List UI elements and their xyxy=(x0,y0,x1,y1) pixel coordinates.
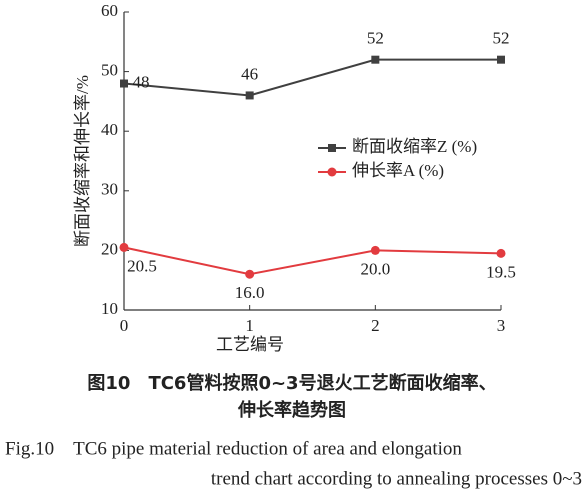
x-tick-label: 0 xyxy=(120,316,129,335)
data-label: 20.5 xyxy=(127,256,157,275)
marker xyxy=(119,242,129,252)
y-tick-label: 10 xyxy=(101,299,118,318)
x-tick-label: 2 xyxy=(371,316,380,335)
legend-marker xyxy=(327,167,337,177)
data-label: 19.5 xyxy=(486,262,516,281)
marker xyxy=(496,248,506,258)
y-tick-label: 30 xyxy=(101,180,118,199)
y-tick-label: 40 xyxy=(101,120,118,139)
y-tick-label: 60 xyxy=(101,1,118,20)
marker xyxy=(245,91,254,100)
legend-marker xyxy=(328,144,336,152)
legend-label: 伸长率A (%) xyxy=(352,161,444,180)
legend-label: 断面收缩率Z (%) xyxy=(352,137,477,156)
marker xyxy=(370,245,380,255)
data-label: 16.0 xyxy=(235,283,265,302)
x-tick-label: 3 xyxy=(497,316,506,335)
caption-zh: 图10 TC6管料按照0~3号退火工艺断面收缩率、 xyxy=(87,372,496,394)
marker xyxy=(245,269,255,279)
y-axis-label: 断面收缩率和伸长率/% xyxy=(73,75,92,247)
caption-zh: 伸长率趋势图 xyxy=(237,399,346,421)
data-label: 48 xyxy=(133,72,150,91)
y-tick-label: 50 xyxy=(101,61,118,80)
marker xyxy=(497,55,505,64)
data-label: 52 xyxy=(493,29,510,48)
series-line xyxy=(123,58,501,97)
marker xyxy=(371,55,380,64)
data-label: 52 xyxy=(367,29,384,48)
data-label: 46 xyxy=(241,64,258,83)
x-tick-label: 1 xyxy=(245,316,254,335)
data-label: 20.0 xyxy=(360,259,390,278)
caption-en: Fig.10 TC6 pipe material reduction of ar… xyxy=(5,438,462,459)
y-tick-label: 20 xyxy=(101,239,118,258)
marker xyxy=(120,79,128,88)
caption-en: trend chart according to annealing proce… xyxy=(211,468,582,489)
series-line xyxy=(123,246,502,276)
x-axis-label: 工艺编号 xyxy=(216,335,284,354)
